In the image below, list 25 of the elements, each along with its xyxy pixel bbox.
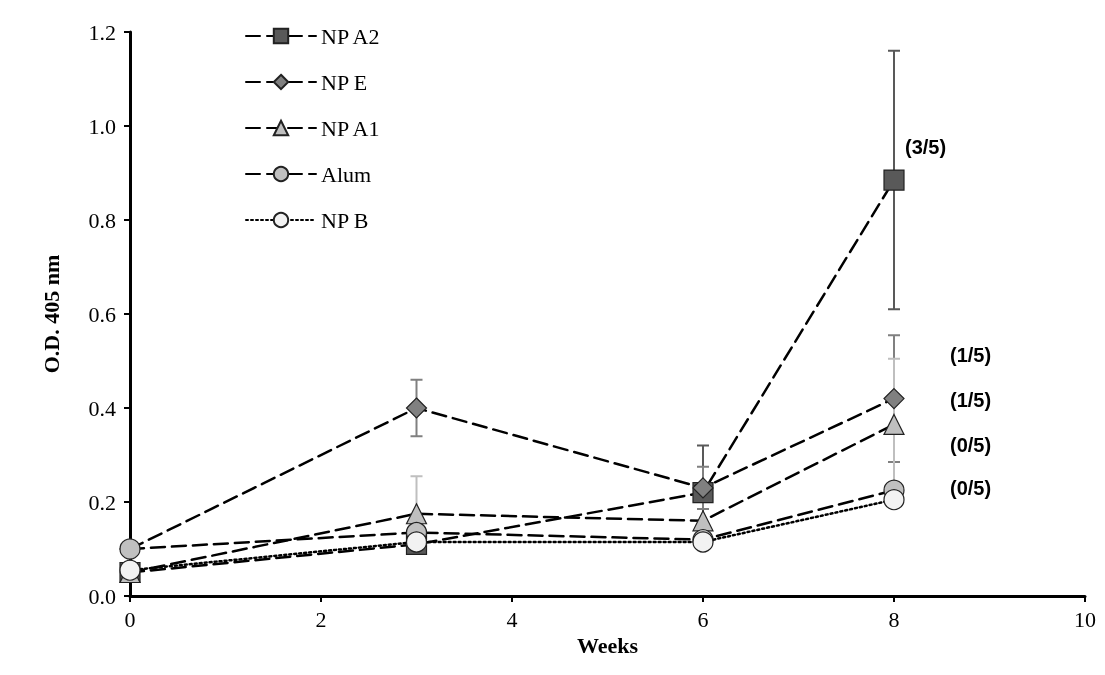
annotation: (1/5) bbox=[950, 389, 992, 411]
legend-label: Alum bbox=[321, 161, 372, 187]
y-tick-label: 0.8 bbox=[88, 207, 116, 233]
x-axis-title: Weeks bbox=[576, 633, 639, 659]
legend-label: NP E bbox=[321, 69, 368, 95]
annotation: (3/5) bbox=[905, 136, 947, 158]
x-tick-label: 8 bbox=[888, 606, 900, 632]
y-axis-title: O.D. 405 nm bbox=[38, 254, 64, 374]
legend-label: NP A1 bbox=[321, 115, 380, 141]
x-tick-label: 4 bbox=[506, 606, 518, 632]
y-tick-label: 1.0 bbox=[88, 113, 116, 139]
y-tick-label: 0.4 bbox=[88, 395, 116, 421]
x-tick-label: 6 bbox=[697, 606, 709, 632]
annotation: (1/5) bbox=[950, 344, 992, 366]
legend-label: NP B bbox=[321, 207, 369, 233]
y-tick-label: 0.6 bbox=[88, 301, 116, 327]
annotation: (0/5) bbox=[950, 477, 992, 499]
y-tick-label: 1.2 bbox=[88, 19, 116, 45]
x-tick-label: 2 bbox=[315, 606, 327, 632]
annotation: (0/5) bbox=[950, 434, 992, 456]
legend-label: NP A2 bbox=[321, 23, 380, 49]
x-tick-label: 0 bbox=[124, 606, 136, 632]
x-tick-label: 10 bbox=[1074, 606, 1096, 632]
y-tick-label: 0.0 bbox=[88, 583, 116, 609]
y-tick-label: 0.2 bbox=[88, 489, 116, 515]
